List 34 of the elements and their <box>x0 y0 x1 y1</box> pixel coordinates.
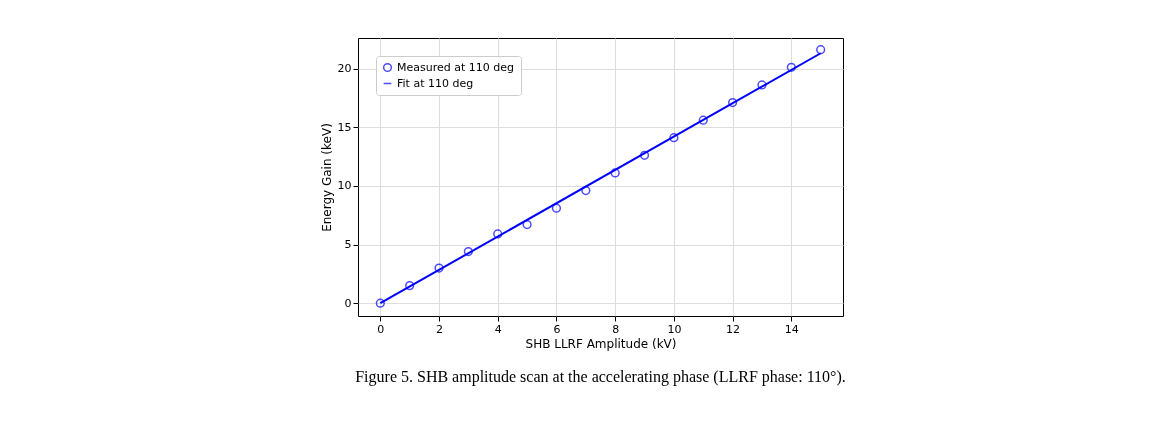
caption: Figure 5. SHB amplitude scan at the accelerating phase (LLRF phase: 110°). <box>355 368 846 386</box>
point <box>698 115 708 125</box>
x-tick-label: 0 <box>377 322 385 336</box>
point <box>522 219 532 230</box>
legend-label: Measured at 110 deg <box>397 60 515 74</box>
point <box>493 229 503 239</box>
point <box>757 80 767 90</box>
x-tick-label: 4 <box>494 322 502 336</box>
y-tick-label: 5 <box>344 238 352 252</box>
y-tick-label: 20 <box>337 62 352 76</box>
y-tick-label: 0 <box>344 296 352 310</box>
point <box>581 185 591 196</box>
x-tick-label: 14 <box>784 322 799 336</box>
x-tick-label: 12 <box>726 322 741 336</box>
point <box>434 263 444 273</box>
point <box>639 150 650 160</box>
point <box>727 97 738 108</box>
legend-label: Fit at 110 deg <box>397 76 474 90</box>
y-tick-label: 10 <box>337 179 352 193</box>
x-tick-label: 2 <box>436 322 444 336</box>
x-tick-label: 6 <box>553 322 561 336</box>
point <box>551 203 562 213</box>
point <box>816 45 826 55</box>
point <box>610 168 620 178</box>
point <box>463 246 474 257</box>
x-tick-label: 8 <box>612 322 620 336</box>
point <box>786 62 796 72</box>
point <box>669 133 679 143</box>
point <box>375 298 385 308</box>
y-tick-label: 15 <box>337 120 352 134</box>
x-axis-title: SHB LLRF Amplitude (kV) <box>525 336 677 351</box>
y-axis-title: Energy Gain (keV) <box>319 123 334 232</box>
point <box>405 280 415 291</box>
x-tick-label: 10 <box>667 322 682 336</box>
